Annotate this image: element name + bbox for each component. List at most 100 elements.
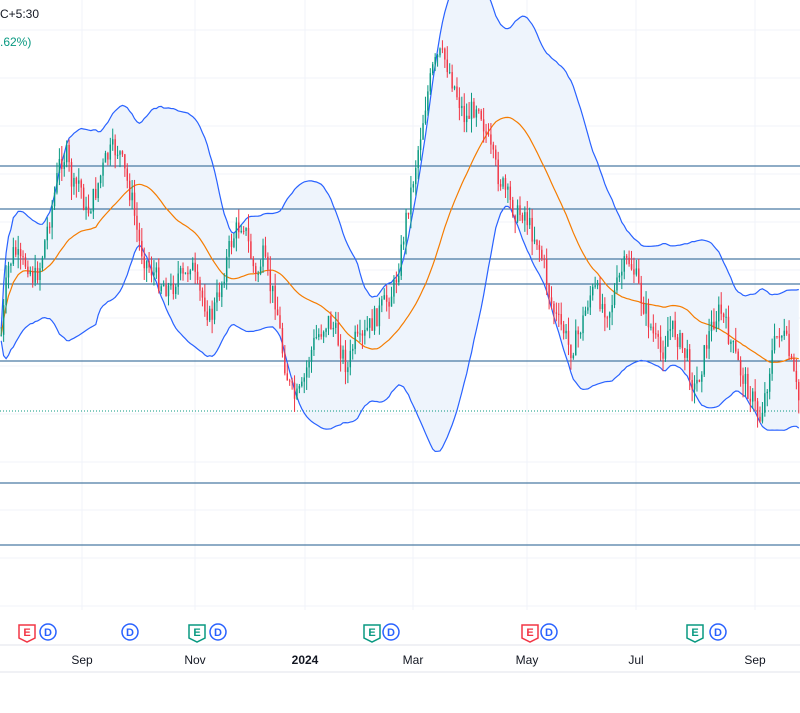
candle[interactable]	[429, 68, 432, 95]
candle[interactable]	[308, 356, 310, 378]
candle[interactable]	[335, 311, 337, 334]
candle[interactable]	[475, 105, 478, 127]
candle[interactable]	[490, 123, 492, 154]
candle[interactable]	[623, 250, 625, 280]
candle[interactable]	[524, 206, 526, 232]
dividend-marker[interactable]: D	[709, 623, 727, 641]
candle[interactable]	[36, 261, 39, 284]
candle[interactable]	[582, 306, 584, 341]
candle[interactable]	[739, 356, 742, 387]
candle[interactable]	[218, 282, 221, 301]
candle[interactable]	[213, 297, 216, 325]
candle[interactable]	[337, 312, 339, 347]
candle[interactable]	[206, 300, 208, 326]
candle[interactable]	[303, 373, 305, 394]
candle[interactable]	[732, 340, 735, 354]
candle[interactable]	[196, 264, 199, 284]
candle[interactable]	[136, 202, 138, 243]
candle[interactable]	[436, 53, 439, 67]
candle[interactable]	[27, 260, 29, 278]
candle[interactable]	[662, 340, 664, 372]
candle[interactable]	[655, 322, 657, 339]
candle[interactable]	[752, 388, 754, 409]
candle[interactable]	[579, 331, 582, 339]
candle[interactable]	[342, 345, 344, 364]
candle[interactable]	[286, 363, 288, 381]
candle[interactable]	[291, 377, 293, 390]
candle[interactable]	[487, 123, 490, 137]
candle[interactable]	[412, 181, 415, 193]
candle[interactable]	[177, 261, 179, 295]
candle[interactable]	[754, 379, 756, 412]
candle[interactable]	[393, 275, 395, 304]
candle[interactable]	[325, 327, 327, 338]
candle[interactable]	[61, 145, 63, 181]
candle[interactable]	[211, 300, 213, 334]
candle[interactable]	[444, 47, 446, 68]
candle[interactable]	[492, 141, 495, 159]
candle[interactable]	[638, 258, 640, 285]
candle[interactable]	[126, 163, 128, 189]
candle[interactable]	[601, 293, 604, 313]
candle[interactable]	[92, 188, 95, 219]
candle[interactable]	[652, 314, 655, 342]
candle[interactable]	[385, 285, 388, 312]
candle[interactable]	[262, 238, 264, 274]
candle[interactable]	[572, 352, 575, 360]
candle[interactable]	[507, 183, 509, 203]
candle[interactable]	[448, 63, 451, 75]
candle[interactable]	[128, 173, 131, 207]
candle[interactable]	[364, 319, 366, 345]
candle[interactable]	[68, 139, 70, 172]
candle[interactable]	[684, 347, 686, 371]
candle[interactable]	[371, 309, 373, 331]
candle[interactable]	[58, 148, 61, 186]
candle[interactable]	[155, 262, 158, 279]
candle[interactable]	[133, 179, 136, 226]
candle[interactable]	[39, 262, 41, 291]
candle[interactable]	[478, 108, 480, 114]
candle[interactable]	[170, 273, 172, 290]
candle[interactable]	[710, 310, 713, 342]
candle[interactable]	[131, 180, 133, 210]
candle[interactable]	[143, 247, 145, 280]
candle[interactable]	[705, 334, 708, 359]
candle[interactable]	[95, 177, 97, 201]
candle[interactable]	[381, 295, 383, 313]
candle[interactable]	[109, 137, 112, 166]
candle[interactable]	[298, 383, 301, 394]
candle[interactable]	[795, 358, 798, 390]
candle[interactable]	[245, 227, 247, 236]
candle[interactable]	[247, 214, 250, 253]
candle[interactable]	[199, 276, 201, 301]
candle[interactable]	[225, 249, 228, 290]
candle[interactable]	[269, 256, 272, 304]
earnings-marker[interactable]: E	[363, 624, 381, 643]
candle[interactable]	[255, 262, 257, 282]
candle[interactable]	[432, 61, 434, 76]
candle[interactable]	[259, 259, 262, 276]
candle[interactable]	[153, 260, 155, 286]
candle[interactable]	[0, 326, 2, 337]
candle[interactable]	[453, 85, 456, 91]
candle[interactable]	[761, 401, 764, 424]
candle[interactable]	[696, 366, 698, 392]
candle[interactable]	[521, 212, 524, 224]
candle[interactable]	[53, 186, 56, 210]
candle[interactable]	[735, 327, 737, 354]
candle[interactable]	[238, 209, 240, 239]
candle[interactable]	[15, 240, 17, 258]
candle[interactable]	[596, 279, 599, 290]
candle[interactable]	[116, 145, 119, 160]
dividend-marker[interactable]: D	[121, 623, 139, 641]
candle[interactable]	[594, 276, 596, 289]
candle[interactable]	[32, 266, 34, 288]
candle[interactable]	[759, 406, 761, 424]
candle[interactable]	[519, 196, 521, 221]
candle[interactable]	[160, 283, 162, 295]
candle[interactable]	[718, 296, 720, 329]
candle[interactable]	[657, 330, 659, 349]
candle[interactable]	[465, 103, 468, 133]
candle[interactable]	[625, 254, 628, 265]
